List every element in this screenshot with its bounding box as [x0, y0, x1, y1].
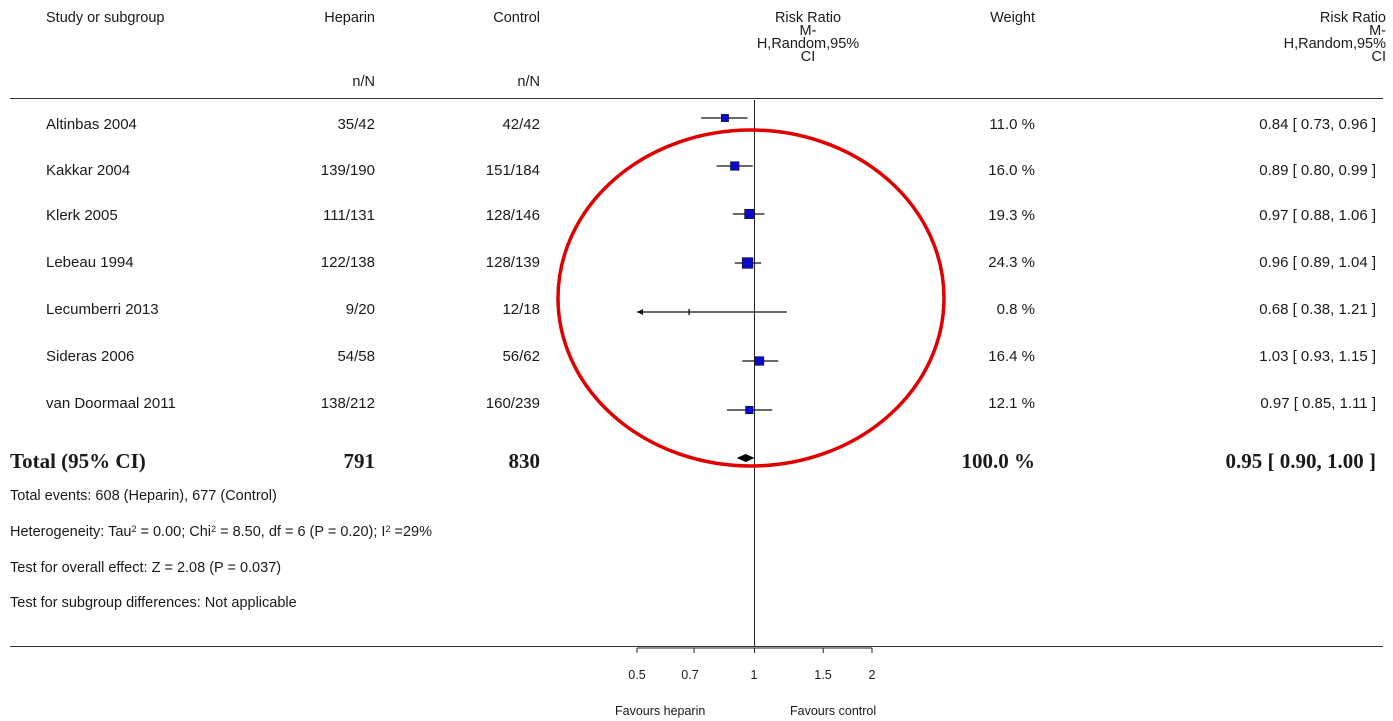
col-header-weight: Weight — [990, 10, 1035, 26]
point-estimate — [745, 405, 754, 415]
weight-value: 24.3 % — [988, 254, 1035, 271]
header-divider — [10, 98, 1383, 99]
col-header-heparin: Heparin — [324, 10, 375, 26]
col-header-control: Control — [493, 10, 540, 26]
heparin-events: 138/212 — [320, 395, 375, 412]
axis-tick-label: 1 — [750, 668, 758, 682]
weight-value: 12.1 % — [988, 395, 1035, 412]
heparin-nN: n/N — [352, 74, 375, 90]
subgroup-differences-note: Test for subgroup differences: Not appli… — [10, 595, 297, 611]
control-events: 128/139 — [485, 254, 540, 271]
axis-tick-label: 0.7 — [681, 668, 699, 682]
study-name: Altinbas 2004 — [46, 116, 137, 133]
risk-ratio-ci: 0.89 [ 0.80, 0.99 ] — [1259, 162, 1376, 179]
point-estimate — [754, 356, 765, 366]
heparin-events: 54/58 — [337, 348, 375, 365]
col-header-risk-ratio-2-model: H,Random,95% — [1283, 36, 1386, 52]
highlight-circle — [556, 128, 946, 468]
heparin-events: 111/131 — [323, 207, 375, 224]
control-events: 42/42 — [502, 116, 540, 133]
heterogeneity-note: Heterogeneity: Tau2 = 0.00; Chi2 = 8.50,… — [10, 524, 433, 540]
weight-value: 16.4 % — [988, 348, 1035, 365]
col-header-risk-ratio: Risk Ratio — [774, 10, 842, 26]
point-estimate — [741, 257, 754, 269]
risk-ratio-ci: 0.68 [ 0.38, 1.21 ] — [1259, 301, 1376, 318]
weight-value: 11.0 % — [989, 116, 1035, 133]
risk-ratio-ci: 1.03 [ 0.93, 1.15 ] — [1259, 348, 1376, 365]
point-estimate — [721, 114, 729, 122]
point-estimate — [744, 208, 755, 220]
study-name: Lebeau 1994 — [46, 254, 134, 271]
total-control: 830 — [508, 449, 541, 473]
total-heparin: 791 — [343, 449, 376, 473]
axis-tick-label: 0.5 — [628, 668, 646, 682]
control-events: 151/184 — [485, 162, 540, 179]
axis-tick-label: 1.5 — [814, 668, 832, 682]
weight-value: 19.3 % — [988, 207, 1035, 224]
col-header-risk-ratio-model: H,Random,95% — [756, 36, 860, 52]
weight-value: 0.8 % — [996, 301, 1035, 318]
control-nN: n/N — [517, 74, 540, 90]
ci-arrow — [637, 309, 643, 315]
axis-tick-label: 2 — [868, 668, 876, 682]
col-header-risk-ratio-ci: CI — [800, 49, 816, 65]
risk-ratio-ci: 0.96 [ 0.89, 1.04 ] — [1259, 254, 1376, 271]
risk-ratio-ci: 0.97 [ 0.88, 1.06 ] — [1259, 207, 1376, 224]
study-name: Kakkar 2004 — [46, 162, 131, 179]
favours-heparin-label: Favours heparin — [615, 704, 706, 718]
weight-value: 16.0 % — [988, 162, 1035, 179]
heparin-events: 9/20 — [345, 301, 375, 318]
total-events-note: Total events: 608 (Heparin), 677 (Contro… — [10, 488, 277, 504]
control-events: 128/146 — [485, 207, 540, 224]
study-name: Sideras 2006 — [46, 348, 135, 365]
risk-ratio-ci: 0.97 [ 0.85, 1.11 ] — [1260, 395, 1376, 412]
study-name: Klerk 2005 — [46, 207, 118, 224]
footer-divider — [10, 646, 1383, 647]
col-header-risk-ratio-2-ci: CI — [1371, 49, 1387, 65]
risk-ratio-ci: 0.84 [ 0.73, 0.96 ] — [1259, 116, 1376, 133]
control-events: 12/18 — [502, 301, 540, 318]
total-risk-ratio-ci: 0.95 [ 0.90, 1.00 ] — [1225, 449, 1377, 473]
point-estimate — [730, 161, 740, 171]
study-name: Lecumberri 2013 — [46, 301, 159, 318]
total-weight: 100.0 % — [961, 449, 1036, 473]
col-header-study: Study or subgroup — [46, 10, 165, 26]
control-events: 160/239 — [485, 395, 540, 412]
pooled-diamond — [736, 454, 755, 462]
heparin-events: 35/42 — [337, 116, 375, 133]
col-header-risk-ratio-2: Risk Ratio — [1319, 10, 1386, 26]
heparin-events: 139/190 — [320, 162, 375, 179]
overall-effect-note: Test for overall effect: Z = 2.08 (P = 0… — [10, 560, 282, 576]
col-header-risk-ratio-method: M- — [799, 23, 817, 39]
favours-control-label: Favours control — [790, 704, 877, 718]
col-header-risk-ratio-2-method: M- — [1369, 23, 1386, 39]
study-name: van Doormaal 2011 — [46, 395, 176, 412]
heparin-events: 122/138 — [320, 254, 375, 271]
total-label: Total (95% CI) — [10, 449, 146, 473]
control-events: 56/62 — [502, 348, 540, 365]
